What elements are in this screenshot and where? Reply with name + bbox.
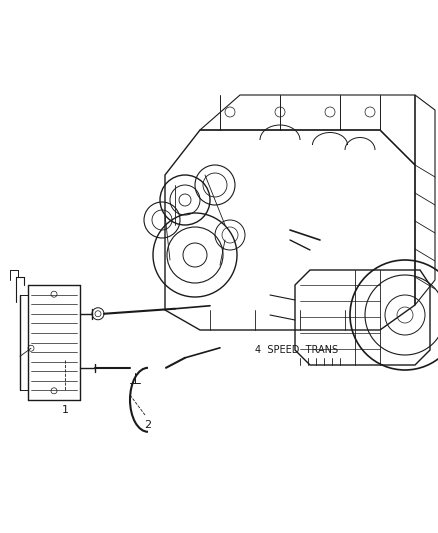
Text: 4  SPEED  TRANS: 4 SPEED TRANS	[255, 345, 338, 355]
Text: 1: 1	[61, 405, 68, 415]
Text: 2: 2	[145, 420, 152, 430]
